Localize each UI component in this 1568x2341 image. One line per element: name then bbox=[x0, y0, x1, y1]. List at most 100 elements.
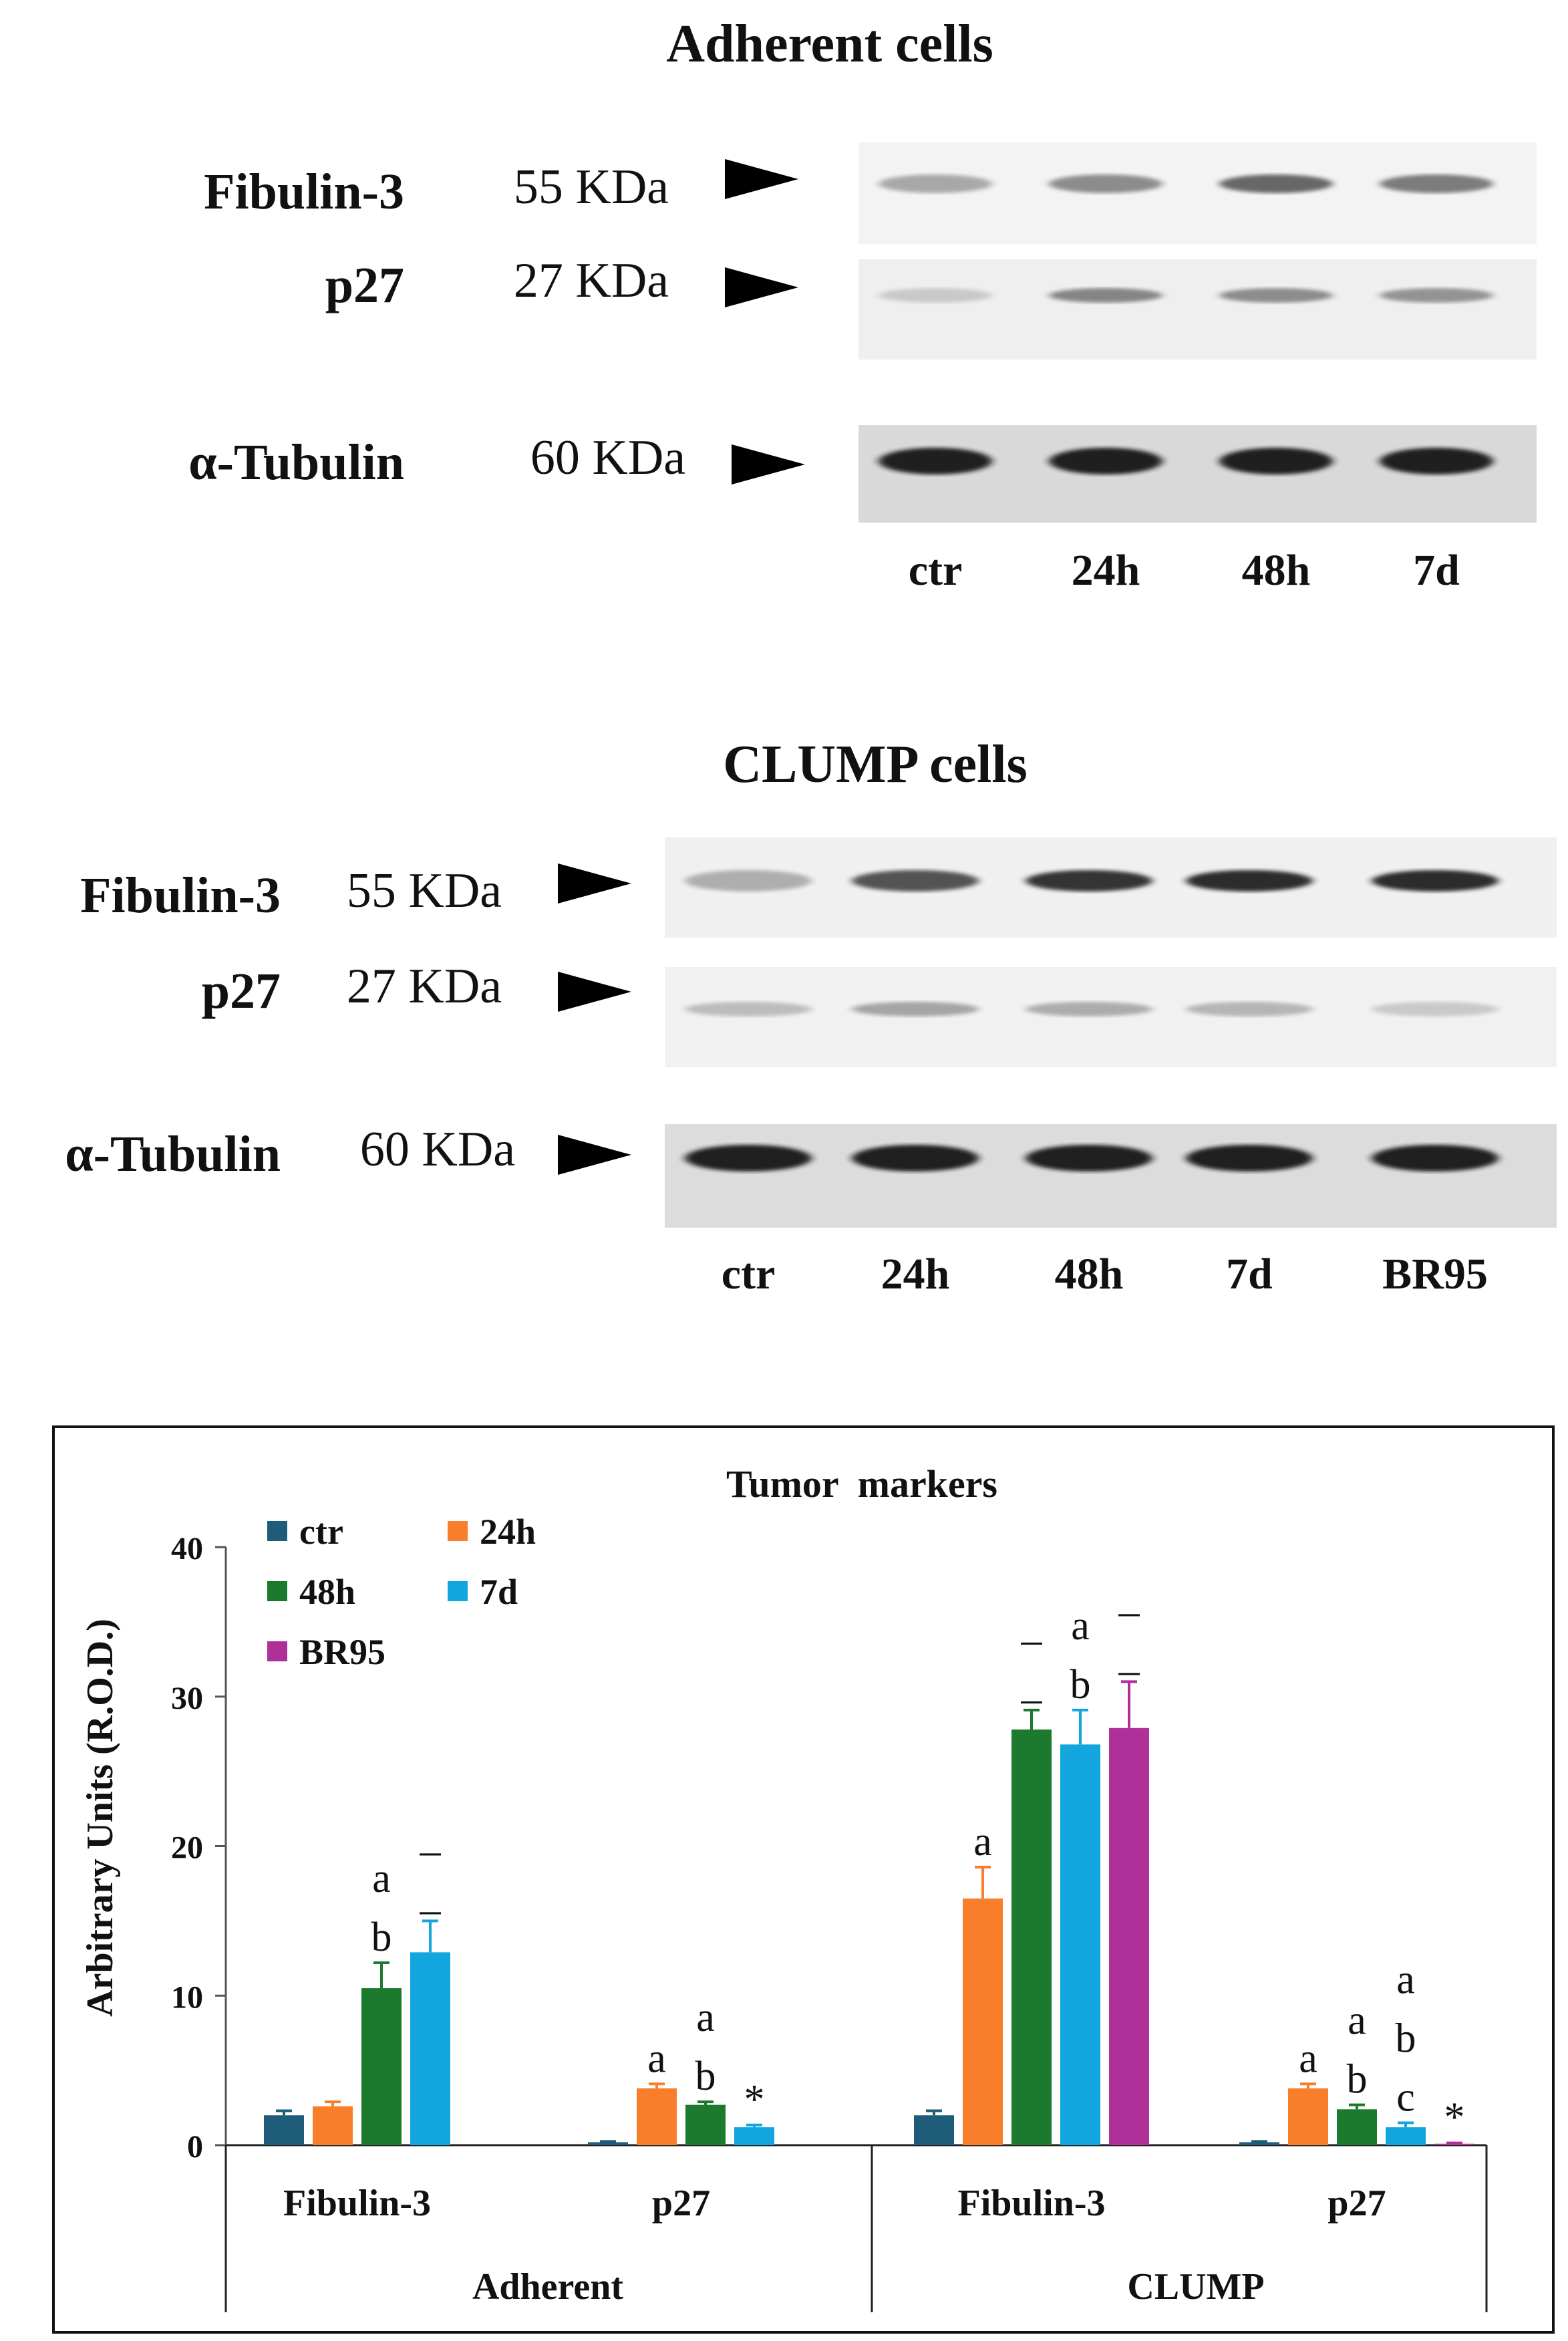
clump-band bbox=[1026, 870, 1152, 891]
adherent-blot-membrane bbox=[858, 259, 1537, 360]
legend-label: 24h bbox=[480, 1512, 536, 1552]
y-tick-label: 10 bbox=[171, 1979, 203, 2015]
clump-row-size-label: 55 KDa bbox=[347, 863, 502, 918]
clump-blot-title: CLUMP cells bbox=[723, 735, 1027, 794]
category-label: p27 bbox=[1327, 2183, 1386, 2224]
significance-letter: a bbox=[696, 1995, 715, 2040]
adherent-blot-membrane bbox=[858, 142, 1537, 244]
adherent-band bbox=[1380, 288, 1493, 303]
clump-band bbox=[1372, 1145, 1499, 1172]
y-axis-label: Arbitrary Units (R.O.D.) bbox=[80, 1619, 121, 2017]
legend-label: 7d bbox=[480, 1572, 518, 1612]
clump-band bbox=[685, 1145, 812, 1172]
chart-legend: ctr 24h 48h 7d BR95 bbox=[267, 1512, 536, 1672]
significance-letter: b bbox=[371, 1915, 392, 1960]
y-tick-label: 0 bbox=[187, 2129, 203, 2165]
significance-letter: _ bbox=[1021, 1603, 1043, 1649]
y-tick-label: 20 bbox=[171, 1830, 203, 1866]
parent-category-label: CLUMP bbox=[1127, 2266, 1264, 2308]
bar bbox=[410, 1952, 450, 2145]
significance-letter: a bbox=[1299, 2036, 1317, 2081]
y-tick-label: 30 bbox=[171, 1681, 203, 1716]
parent-category-label: Adherent bbox=[472, 2266, 623, 2308]
significance-letter: a bbox=[372, 1856, 391, 1901]
bar bbox=[1109, 1728, 1149, 2145]
adherent-blot-panel: Adherent cells Fibulin-3 55 KDa p27 27 KDa α… bbox=[188, 15, 1537, 595]
significance-letter: a bbox=[973, 1819, 992, 1865]
legend-swatch bbox=[267, 1521, 287, 1541]
legend-swatch bbox=[267, 1641, 287, 1661]
legend-swatch bbox=[267, 1581, 287, 1601]
clump-band bbox=[685, 1002, 812, 1016]
clump-lane-label: BR95 bbox=[1382, 1250, 1488, 1298]
significance-letter: _ bbox=[420, 1873, 442, 1918]
significance-letter: * bbox=[744, 2077, 765, 2122]
clump-band bbox=[852, 1145, 979, 1172]
significance-letter: _ bbox=[420, 1814, 442, 1859]
significance-letter: b bbox=[1347, 2057, 1368, 2102]
clump-lane-label: 48h bbox=[1055, 1250, 1124, 1298]
adherent-row-size-label: 55 KDa bbox=[514, 160, 669, 215]
significance-letter: b bbox=[1396, 2016, 1416, 2061]
bar bbox=[313, 2106, 353, 2145]
chart-frame bbox=[52, 1425, 1555, 2334]
clump-blot-membrane bbox=[665, 967, 1557, 1067]
adherent-band bbox=[1219, 448, 1333, 474]
significance-letter: a bbox=[1348, 1998, 1366, 2044]
bar bbox=[1386, 2127, 1426, 2145]
tumor-markers-chart: Tumor markers Arbitrary Units (R.O.D.) 0… bbox=[52, 1425, 1555, 2334]
clump-blot-panel: CLUMP cells Fibulin-3 55 KDa p27 27 KDa α-Tu… bbox=[65, 735, 1557, 1298]
significance-letter: _ bbox=[1118, 1633, 1140, 1679]
clump-row-size-label: 60 KDa bbox=[360, 1122, 515, 1177]
significance-letter: a bbox=[1396, 1957, 1415, 2002]
clump-blot-membrane bbox=[665, 1124, 1557, 1228]
clump-band bbox=[1026, 1002, 1152, 1016]
clump-row-arrow-icon bbox=[558, 1135, 631, 1175]
adherent-row-arrow-icon bbox=[725, 159, 798, 199]
adherent-band bbox=[879, 288, 992, 303]
significance-letter: b bbox=[695, 2054, 716, 2099]
adherent-band bbox=[1380, 448, 1493, 474]
bar bbox=[361, 1988, 402, 2145]
adherent-lane-label: 48h bbox=[1242, 546, 1311, 595]
bar bbox=[588, 2142, 628, 2145]
clump-row-arrow-icon bbox=[558, 863, 631, 904]
clump-lane-label: 7d bbox=[1226, 1250, 1273, 1298]
clump-band bbox=[1186, 1002, 1313, 1016]
clump-lane-label: ctr bbox=[722, 1250, 776, 1298]
adherent-row-size-label: 60 KDa bbox=[530, 430, 685, 485]
significance-letter: _ bbox=[1021, 1662, 1043, 1707]
clump-band bbox=[852, 870, 979, 891]
category-label: p27 bbox=[652, 2183, 710, 2224]
bar bbox=[963, 1898, 1003, 2145]
bar bbox=[1011, 1729, 1052, 2145]
adherent-lane-label: 7d bbox=[1413, 546, 1460, 595]
adherent-band bbox=[1049, 174, 1162, 193]
bar bbox=[1434, 2143, 1474, 2145]
bar bbox=[1239, 2142, 1279, 2145]
bar bbox=[685, 2104, 726, 2145]
adherent-row-protein-label: Fibulin-3 bbox=[204, 164, 404, 220]
significance-letter: b bbox=[1070, 1662, 1091, 1707]
bar bbox=[1288, 2088, 1328, 2145]
adherent-band bbox=[1219, 174, 1333, 193]
clump-band bbox=[685, 870, 812, 891]
significance-letter: _ bbox=[1118, 1574, 1140, 1620]
adherent-band bbox=[879, 448, 992, 474]
clump-row-arrow-icon bbox=[558, 972, 631, 1012]
clump-row-protein-label: p27 bbox=[202, 963, 281, 1019]
legend-label: ctr bbox=[299, 1512, 343, 1552]
clump-band bbox=[1372, 870, 1499, 891]
legend-swatch bbox=[448, 1521, 468, 1541]
category-label: Fibulin-3 bbox=[283, 2183, 431, 2224]
bar bbox=[264, 2115, 304, 2145]
clump-row-protein-label: α-Tubulin bbox=[65, 1126, 281, 1182]
clump-band bbox=[1186, 870, 1313, 891]
adherent-lane-label: 24h bbox=[1072, 546, 1140, 595]
bar bbox=[734, 2127, 774, 2145]
significance-letter: c bbox=[1396, 2074, 1415, 2120]
adherent-row-arrow-icon bbox=[725, 267, 798, 307]
bar bbox=[1337, 2109, 1377, 2145]
legend-label: BR95 bbox=[299, 1632, 385, 1672]
